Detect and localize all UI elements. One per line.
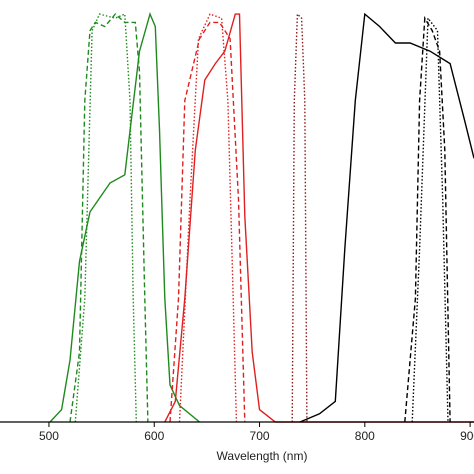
spectrum-line (178, 13, 238, 423)
x-axis-label: Wavelength (nm) (217, 449, 308, 463)
spectrum-line (164, 13, 474, 423)
spectrum-line (69, 13, 149, 423)
x-tick-label: 900 (460, 429, 474, 443)
spectrum-line (74, 13, 137, 423)
spectrum-line (411, 16, 449, 423)
x-tick-label: 800 (355, 429, 375, 443)
spectrum-line (291, 12, 308, 423)
spectrum-line (169, 21, 246, 423)
spectrum-line (404, 15, 451, 423)
x-tick-label: 700 (250, 429, 270, 443)
x-tick-label: 600 (144, 429, 164, 443)
x-tick-label: 500 (39, 429, 59, 443)
spectrum-line (49, 12, 200, 423)
spectrum-line (299, 12, 474, 423)
